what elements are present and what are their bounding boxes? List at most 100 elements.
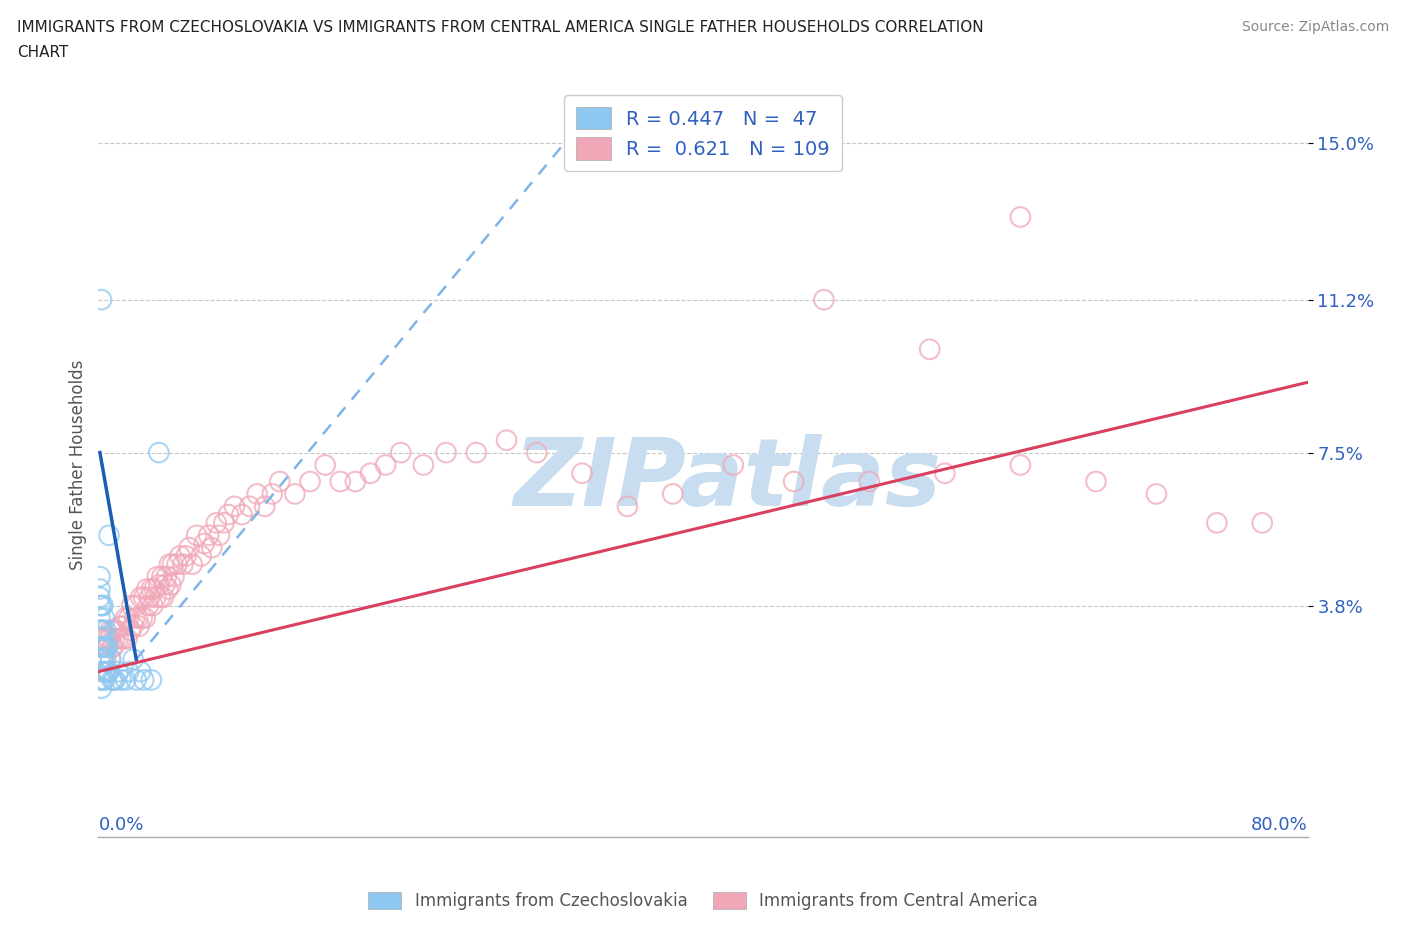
Point	[329, 474, 352, 489]
Point	[107, 631, 129, 646]
Point	[101, 640, 124, 655]
Point	[94, 664, 117, 679]
Point	[114, 610, 136, 625]
Point	[139, 590, 162, 604]
Point	[122, 652, 145, 667]
Point	[90, 664, 112, 679]
Point	[120, 623, 142, 638]
Point	[166, 557, 188, 572]
Point	[94, 652, 117, 667]
Point	[174, 549, 197, 564]
Point	[93, 652, 115, 667]
Point	[91, 672, 114, 687]
Point	[118, 610, 141, 625]
Point	[98, 528, 121, 543]
Point	[156, 581, 179, 596]
Point	[153, 578, 176, 592]
Point	[858, 474, 880, 489]
Point	[125, 598, 148, 613]
Point	[89, 652, 111, 667]
Point	[103, 672, 125, 687]
Point	[134, 610, 156, 625]
Point	[163, 569, 186, 584]
Point	[159, 557, 181, 572]
Point	[495, 432, 517, 447]
Point	[105, 623, 128, 638]
Point	[145, 590, 167, 604]
Point	[93, 640, 115, 655]
Point	[90, 623, 112, 638]
Point	[172, 557, 194, 572]
Point	[90, 292, 112, 307]
Point	[152, 590, 174, 604]
Point	[132, 672, 155, 687]
Point	[90, 623, 112, 638]
Point	[90, 640, 112, 655]
Point	[89, 590, 111, 604]
Point	[661, 486, 683, 501]
Point	[1144, 486, 1167, 501]
Point	[150, 569, 173, 584]
Point	[186, 528, 208, 543]
Point	[124, 610, 146, 625]
Point	[94, 640, 117, 655]
Point	[89, 672, 111, 687]
Point	[169, 549, 191, 564]
Point	[91, 652, 114, 667]
Point	[100, 623, 122, 638]
Point	[93, 640, 115, 655]
Point	[217, 507, 239, 522]
Point	[118, 664, 141, 679]
Point	[143, 581, 166, 596]
Point	[90, 640, 112, 655]
Point	[197, 528, 219, 543]
Point	[89, 598, 111, 613]
Point	[1251, 515, 1274, 530]
Point	[160, 578, 183, 592]
Point	[571, 466, 593, 481]
Legend: Immigrants from Czechoslovakia, Immigrants from Central America: Immigrants from Czechoslovakia, Immigran…	[361, 885, 1045, 917]
Point	[136, 598, 159, 613]
Point	[162, 557, 184, 572]
Point	[181, 557, 204, 572]
Point	[89, 569, 111, 584]
Point	[224, 498, 246, 513]
Point	[90, 598, 112, 613]
Point	[91, 598, 114, 613]
Point	[179, 540, 201, 555]
Point	[1010, 209, 1032, 224]
Point	[103, 623, 125, 638]
Point	[344, 474, 367, 489]
Point	[813, 292, 835, 307]
Point	[253, 498, 276, 513]
Point	[193, 536, 215, 551]
Point	[208, 528, 231, 543]
Point	[94, 631, 117, 646]
Point	[89, 631, 111, 646]
Point	[90, 652, 112, 667]
Point	[284, 486, 307, 501]
Point	[128, 618, 150, 633]
Point	[98, 664, 121, 679]
Point	[91, 652, 114, 667]
Point	[412, 458, 434, 472]
Point	[465, 445, 488, 460]
Point	[125, 672, 148, 687]
Point	[135, 581, 157, 596]
Point	[93, 610, 115, 625]
Point	[155, 569, 177, 584]
Point	[149, 590, 172, 604]
Point	[314, 458, 336, 472]
Point	[111, 618, 134, 633]
Point	[231, 507, 253, 522]
Point	[98, 631, 121, 646]
Point	[190, 549, 212, 564]
Point	[96, 664, 118, 679]
Point	[434, 445, 457, 460]
Text: IMMIGRANTS FROM CZECHOSLOVAKIA VS IMMIGRANTS FROM CENTRAL AMERICA SINGLE FATHER : IMMIGRANTS FROM CZECHOSLOVAKIA VS IMMIGR…	[17, 20, 984, 35]
Point	[94, 623, 117, 638]
Point	[269, 474, 291, 489]
Point	[89, 623, 111, 638]
Point	[91, 631, 114, 646]
Point	[374, 458, 396, 472]
